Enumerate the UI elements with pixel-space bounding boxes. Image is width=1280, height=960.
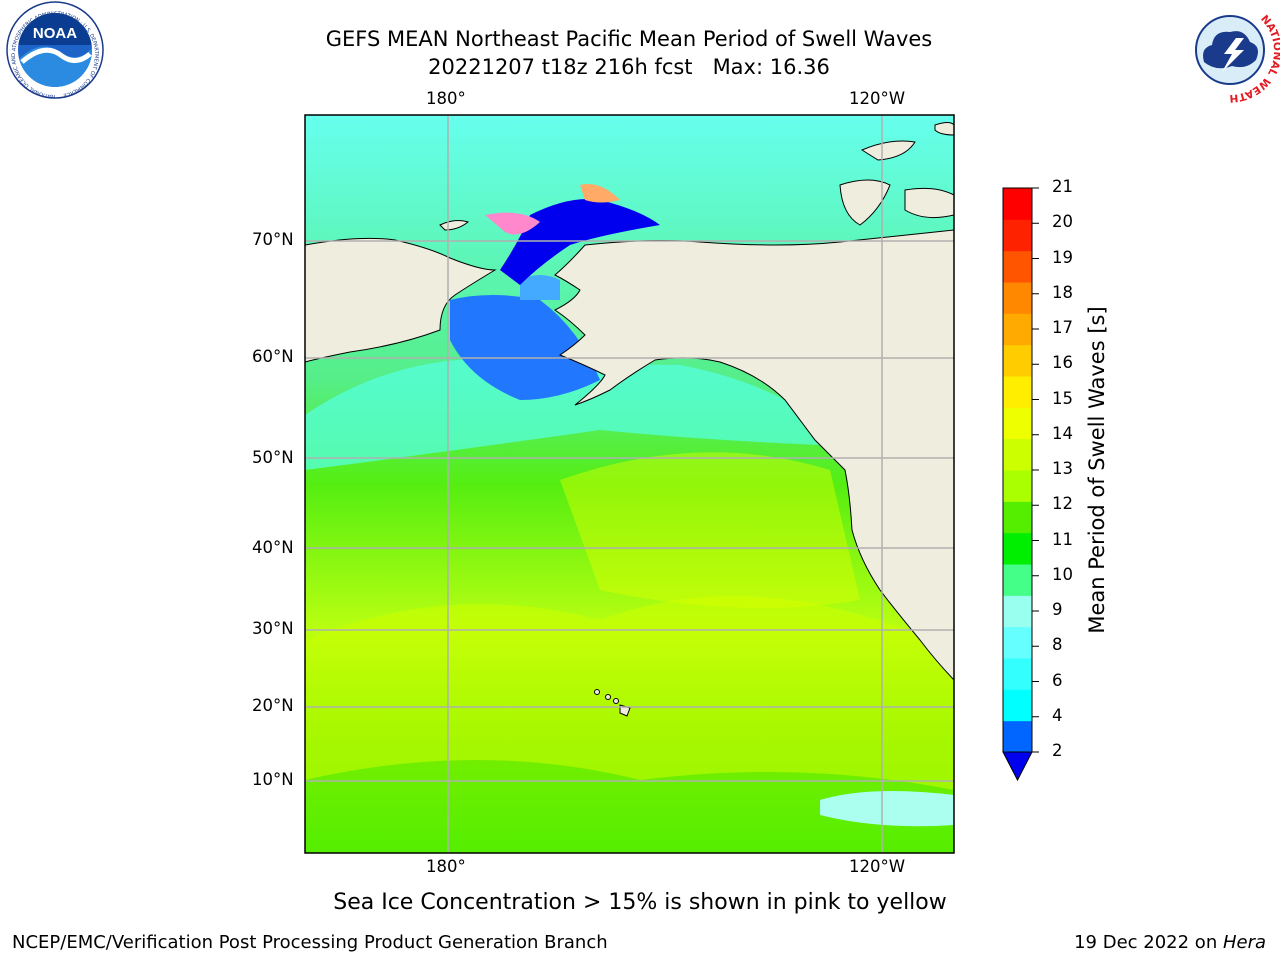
colorbar-tick-label: 20 (1052, 212, 1073, 232)
colorbar-label: Mean Period of Swell Waves [s] (1085, 306, 1109, 634)
colorbar-segment (1003, 470, 1032, 502)
colorbar-segment (1003, 282, 1032, 314)
colorbar-segment (1003, 344, 1032, 377)
lon-label-bottom-180: 180° (426, 857, 466, 876)
sea-ice-caption: Sea Ice Concentration > 15% is shown in … (333, 890, 947, 915)
colorbar-segment (1003, 438, 1032, 471)
footer-left: NCEP/EMC/Verification Post Processing Pr… (12, 932, 608, 953)
lon-label-bottom-120w: 120°W (849, 857, 906, 876)
footer-right: 19 Dec 2022 on Hera (1074, 932, 1266, 953)
colorbar-segment (1003, 313, 1032, 346)
lon-label-top-180: 180° (426, 89, 466, 108)
colorbar-segment (1003, 689, 1032, 722)
colorbar-segment (1003, 595, 1032, 628)
lat-label-20n: 20°N (252, 696, 294, 715)
colorbar-tick-label: 15 (1052, 388, 1073, 408)
footer-host: Hera (1222, 932, 1266, 953)
colorbar-tick-label: 13 (1052, 459, 1073, 478)
colorbar-tick-label: 9 (1052, 600, 1063, 619)
lon-label-top-120w: 120°W (849, 89, 906, 108)
colorbar-segment (1003, 407, 1032, 440)
colorbar-tick-label: 21 (1052, 177, 1073, 196)
colorbar-segment (1003, 564, 1032, 596)
colorbar-tick-label: 14 (1052, 423, 1073, 443)
map-subtitle: 20221207 t18z 216h fcst Max: 16.36 (428, 55, 830, 79)
lat-label-60n: 60°N (252, 347, 294, 366)
colorbar-segment (1003, 626, 1032, 659)
colorbar-segment (1003, 532, 1032, 565)
colorbar-tick-label: 19 (1052, 247, 1073, 267)
colorbar-tick-label: 17 (1052, 318, 1073, 337)
lat-label-30n: 30°N (252, 619, 294, 638)
lat-label-70n: 70°N (252, 230, 294, 249)
colorbar-tick-label: 6 (1052, 670, 1063, 690)
colorbar-segment (1003, 188, 1032, 220)
colorbar-segment (1003, 658, 1032, 690)
colorbar-tick-label: 2 (1052, 741, 1063, 760)
colorbar-segment (1003, 720, 1032, 753)
colorbar-segment (1003, 501, 1032, 534)
map-title: GEFS MEAN Northeast Pacific Mean Period … (325, 27, 933, 51)
footer-date: 19 Dec 2022 on (1074, 932, 1223, 953)
colorbar-tick-label: 12 (1052, 494, 1073, 514)
colorbar-tick-label: 11 (1052, 529, 1073, 549)
colorbar-tick-label: 8 (1052, 635, 1063, 655)
colorbar (1002, 187, 1039, 782)
colorbar-tick-label: 18 (1052, 282, 1073, 302)
colorbar-segment (1003, 219, 1032, 252)
lat-label-40n: 40°N (252, 538, 294, 557)
colorbar-tick-label: 4 (1052, 705, 1063, 725)
lat-label-10n: 10°N (252, 770, 294, 789)
colorbar-extend-triangle (1002, 751, 1033, 782)
lat-label-50n: 50°N (252, 448, 294, 467)
colorbar-tick-label: 10 (1052, 564, 1073, 584)
colorbar-segment (1003, 376, 1032, 408)
colorbar-tick-label: 16 (1052, 353, 1073, 373)
colorbar-segment (1003, 250, 1032, 283)
